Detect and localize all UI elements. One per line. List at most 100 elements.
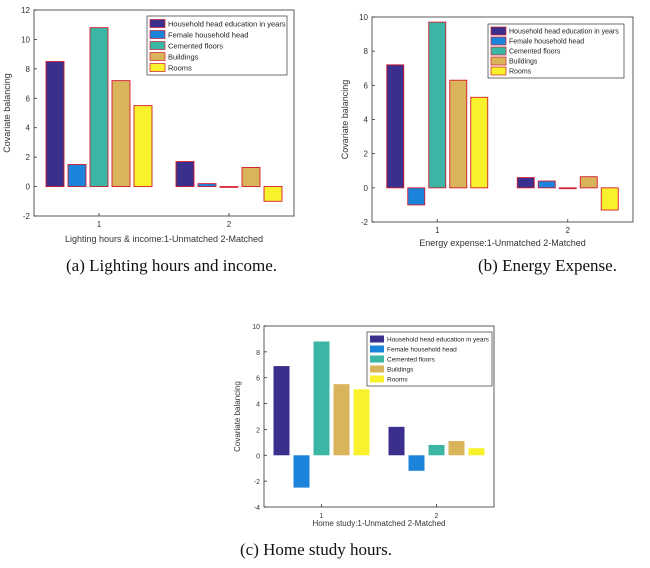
y-axis-label-a: Covariate balancing <box>2 73 12 153</box>
y-tick-label-a: 2 <box>26 153 31 162</box>
x-tick-label-b: 2 <box>566 226 571 235</box>
bar-rooms-2-b <box>600 187 619 211</box>
bar-female-2-c <box>408 455 425 471</box>
y-tick-label-a: 12 <box>21 6 30 15</box>
bar-rooms-1-b <box>470 96 489 189</box>
y-tick-label-a: 10 <box>21 35 30 44</box>
y-tick-label-a: 0 <box>26 183 31 192</box>
x-axis-label-c: Home study:1-Unmatched 2-Matched <box>313 519 446 528</box>
bar-cemented-2-a <box>219 186 239 188</box>
bar-female-1-b <box>407 187 426 206</box>
bar-female-2-b <box>537 180 556 189</box>
legend-swatch-rooms-c <box>370 375 384 383</box>
bar-rooms-2-a <box>263 186 283 202</box>
legend-swatch-education-b <box>490 26 507 36</box>
legend-label-female-a: Female household head <box>168 31 248 40</box>
bar-cemented-2-b <box>558 187 577 190</box>
legend-label-rooms-b: Rooms <box>509 69 532 76</box>
legend-swatch-education-c <box>370 335 384 343</box>
y-tick-label-b: 2 <box>364 150 369 159</box>
y-tick-label-b: 0 <box>364 184 369 193</box>
legend-label-education-b: Household head education in years <box>509 29 619 36</box>
chart-panel-c: -4 -2 0 2 4 6 8 10 Covariate balancing 1 2 Home stu… <box>233 318 500 533</box>
bar-rooms-1-c <box>353 389 370 456</box>
bar-education-1-b <box>386 64 405 189</box>
bar-rooms-1-a <box>133 105 153 188</box>
legend-swatch-cemented-a <box>149 41 166 50</box>
caption-b: (b) Energy Expense. <box>478 256 617 275</box>
legend-label-cemented-b: Cemented floors <box>509 49 561 56</box>
y-tick-label-c: 0 <box>256 453 260 460</box>
y-tick-label-b: 4 <box>364 116 369 125</box>
legend-swatch-education-a <box>149 19 166 28</box>
bar-education-2-c <box>388 426 405 456</box>
legend-swatch-female-c <box>370 345 384 353</box>
legend-swatch-cemented-c <box>370 355 384 363</box>
y-tick-label-c: 10 <box>252 324 260 331</box>
legend-swatch-buildings-a <box>149 52 166 61</box>
bar-female-1-c <box>293 455 310 488</box>
x-tick-label-a: 2 <box>227 220 232 229</box>
bar-education-1-c <box>273 366 290 456</box>
caption-c: (c) Home study hours. <box>240 540 393 559</box>
legend-a <box>146 15 288 76</box>
y-axis-label-c: Covariate balancing <box>233 381 242 452</box>
legend-swatch-cemented-b <box>490 46 507 56</box>
legend-swatch-female-b <box>490 36 507 46</box>
y-tick-label-c: 2 <box>256 427 260 434</box>
x-tick-label-b: 1 <box>435 226 440 235</box>
x-tick-label-c: 2 <box>435 513 439 520</box>
legend-label-education-a: Household head education in years <box>168 20 286 29</box>
legend-label-female-c: Female household head <box>387 347 457 354</box>
y-tick-label-b: -2 <box>361 218 369 227</box>
legend-label-education-c: Household head education in years <box>387 337 490 344</box>
legend-swatch-rooms-b <box>490 66 507 76</box>
y-tick-label-c: -2 <box>254 479 260 486</box>
legend-label-buildings-a: Buildings <box>168 53 199 62</box>
bar-cemented-1-c <box>313 341 330 456</box>
caption-a: (a) Lighting hours and income. <box>66 256 278 275</box>
y-tick-label-c: 6 <box>256 376 260 383</box>
bar-cemented-1-a <box>89 27 109 188</box>
legend-label-cemented-c: Cemented floors <box>387 357 435 364</box>
chart-panel-a: -2 0 2 4 6 8 10 12 Covariate balancing 1 2 Lighting… <box>0 0 325 250</box>
legend-label-female-b: Female household head <box>509 39 584 46</box>
bar-buildings-1-b <box>449 79 468 189</box>
bar-female-1-a <box>67 164 87 188</box>
y-tick-label-b: 10 <box>359 13 368 22</box>
legend-label-rooms-a: Rooms <box>168 64 192 73</box>
bar-buildings-1-a <box>111 80 131 188</box>
x-axis-label-b: Energy expense:1-Unmatched 2-Matched <box>419 238 586 248</box>
x-axis-label-a: Lighting hours & income:1-Unmatched 2-Ma… <box>65 234 263 244</box>
legend-swatch-buildings-b <box>490 56 507 66</box>
bar-buildings-2-b <box>579 176 598 189</box>
y-tick-label-a: 6 <box>26 94 31 103</box>
x-tick-label-a: 1 <box>97 220 102 229</box>
legend-c <box>366 331 493 387</box>
y-tick-label-a: -2 <box>23 212 31 221</box>
bar-buildings-2-c <box>448 441 465 456</box>
legend-label-rooms-c: Rooms <box>387 377 408 384</box>
legend-label-buildings-c: Buildings <box>387 367 414 374</box>
y-tick-label-b: 6 <box>364 81 369 90</box>
legend-label-buildings-b: Buildings <box>509 59 538 66</box>
legend-swatch-buildings-c <box>370 365 384 373</box>
chart-b: -2 0 2 4 6 8 10 Covariate balancing 1 2 Energy exp… <box>340 13 634 248</box>
y-tick-label-c: 8 <box>256 350 260 357</box>
y-tick-label-a: 4 <box>26 124 31 133</box>
bar-buildings-2-a <box>241 166 261 188</box>
y-tick-label-a: 8 <box>26 65 31 74</box>
bar-education-1-a <box>45 61 65 188</box>
y-tick-label-c: 4 <box>256 402 260 409</box>
legend-swatch-rooms-a <box>149 63 166 72</box>
bar-buildings-1-c <box>333 384 350 456</box>
legend-label-cemented-a: Cemented floors <box>168 42 223 51</box>
bar-rooms-2-c <box>468 448 485 456</box>
bar-cemented-2-c <box>428 444 445 456</box>
bar-female-2-a <box>197 183 217 188</box>
bar-education-2-a <box>175 161 195 188</box>
chart-panel-b: -2 0 2 4 6 8 10 Covariate balancing 1 2 Energy exp… <box>325 0 650 250</box>
y-axis-label-b: Covariate balancing <box>340 80 350 160</box>
